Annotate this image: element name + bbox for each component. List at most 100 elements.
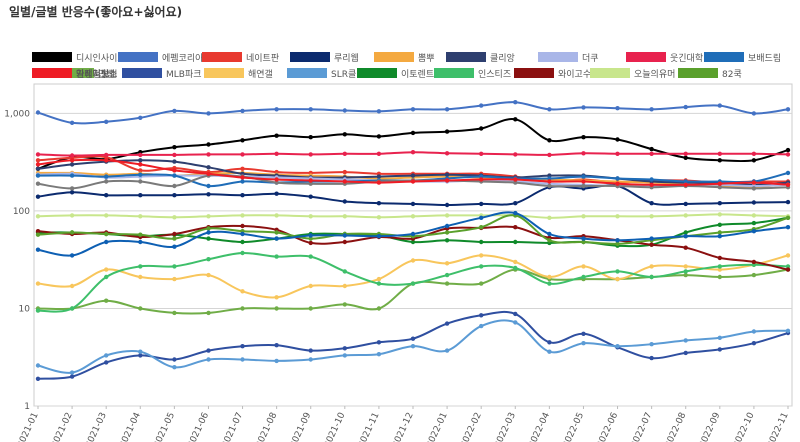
legend-item[interactable]: 82쿡 <box>678 67 742 80</box>
data-point <box>785 170 791 176</box>
legend-item[interactable]: 클리앙 <box>446 51 515 64</box>
data-point <box>274 236 279 241</box>
data-point <box>683 234 688 239</box>
data-point <box>308 306 313 311</box>
data-point <box>479 323 484 329</box>
data-point <box>649 107 654 112</box>
series-16 <box>35 223 791 272</box>
data-point <box>274 230 279 235</box>
legend-label: 가생이닷컴 <box>76 69 118 80</box>
legend-item[interactable]: 에펨코리아 <box>118 51 203 64</box>
data-point <box>547 231 552 237</box>
data-point <box>376 340 382 345</box>
data-point <box>410 281 416 286</box>
data-point <box>172 183 177 189</box>
data-point <box>581 135 586 140</box>
data-point <box>342 169 347 175</box>
legend-item[interactable]: 와이고수 <box>514 67 591 80</box>
legend-item[interactable]: 웃긴대학 <box>626 51 703 64</box>
data-point <box>479 103 484 108</box>
data-point <box>547 215 552 220</box>
data-point <box>308 152 313 157</box>
legend-item[interactable]: 안쌤 <box>54 67 115 80</box>
legend-swatch <box>290 52 330 62</box>
data-point <box>513 259 518 265</box>
legend-item[interactable]: 루리웹 <box>290 51 359 64</box>
data-point <box>649 214 654 219</box>
data-point <box>376 109 382 114</box>
data-point <box>308 283 313 289</box>
data-point <box>104 158 109 163</box>
data-point <box>172 365 177 370</box>
data-point <box>410 239 416 245</box>
data-point <box>444 151 450 156</box>
data-point <box>717 255 722 261</box>
data-point <box>683 182 688 187</box>
data-point <box>410 150 416 155</box>
data-point <box>479 253 484 258</box>
legend-item[interactable]: 오늘의유머 <box>590 67 675 80</box>
data-point <box>308 233 313 238</box>
data-point <box>206 183 211 189</box>
x-tick-label: 2021-08 <box>254 411 279 442</box>
data-point <box>785 264 791 269</box>
data-point <box>308 178 313 183</box>
data-point <box>649 146 654 152</box>
legend-item[interactable]: MLB파크 <box>122 67 202 80</box>
data-point <box>138 172 143 177</box>
data-point <box>649 342 654 347</box>
legend-item[interactable]: 네이트판 <box>202 51 279 64</box>
data-point <box>240 344 245 349</box>
data-point <box>410 258 416 263</box>
data-point <box>683 264 688 269</box>
legend-item[interactable]: 보배드림 <box>704 51 781 64</box>
legend-item[interactable]: 인스티즈 <box>434 67 511 80</box>
y-tick-label: 1,000 <box>4 109 30 119</box>
legend-label: 이토렌트 <box>401 69 435 80</box>
data-point <box>649 264 654 269</box>
legend-swatch <box>514 68 554 78</box>
legend-item[interactable]: 뽐뿌 <box>374 51 435 64</box>
data-point <box>479 177 484 182</box>
data-point <box>172 173 177 178</box>
data-point <box>35 363 41 368</box>
data-point <box>35 166 41 171</box>
data-point <box>410 344 416 349</box>
data-point <box>444 107 450 112</box>
legend-item[interactable]: 일베저장소 <box>32 67 117 80</box>
data-point <box>206 236 211 241</box>
data-point <box>69 120 75 126</box>
data-point <box>649 182 654 187</box>
data-point <box>138 158 143 163</box>
data-point <box>274 306 279 311</box>
data-point <box>308 254 313 259</box>
data-point <box>308 357 313 362</box>
data-point <box>35 152 41 157</box>
legend-label: 디시인사이드 <box>76 53 126 64</box>
x-tick-label: 2021-12 <box>391 411 416 442</box>
data-point <box>69 374 75 379</box>
data-point <box>342 132 347 137</box>
legend-item[interactable]: 디시인사이드 <box>32 51 126 64</box>
legend-item[interactable]: 더쿠 <box>538 51 599 64</box>
data-point <box>479 239 484 245</box>
data-point <box>683 213 688 218</box>
data-point <box>376 174 382 179</box>
data-point <box>172 310 177 316</box>
legend-swatch <box>32 52 72 62</box>
legend-item[interactable]: 해연갤 <box>204 67 273 80</box>
data-point <box>785 215 791 220</box>
data-point <box>138 306 143 311</box>
data-point <box>717 335 722 340</box>
data-point <box>683 350 688 356</box>
legend-item[interactable]: SLR클럽 <box>287 67 365 80</box>
series-17 <box>35 212 791 220</box>
data-point <box>513 320 518 325</box>
data-point <box>274 213 279 218</box>
data-point <box>547 340 552 345</box>
data-point <box>444 261 450 266</box>
data-point <box>138 239 143 245</box>
legend-item[interactable]: 이토렌트 <box>357 67 435 80</box>
data-point <box>206 152 211 157</box>
